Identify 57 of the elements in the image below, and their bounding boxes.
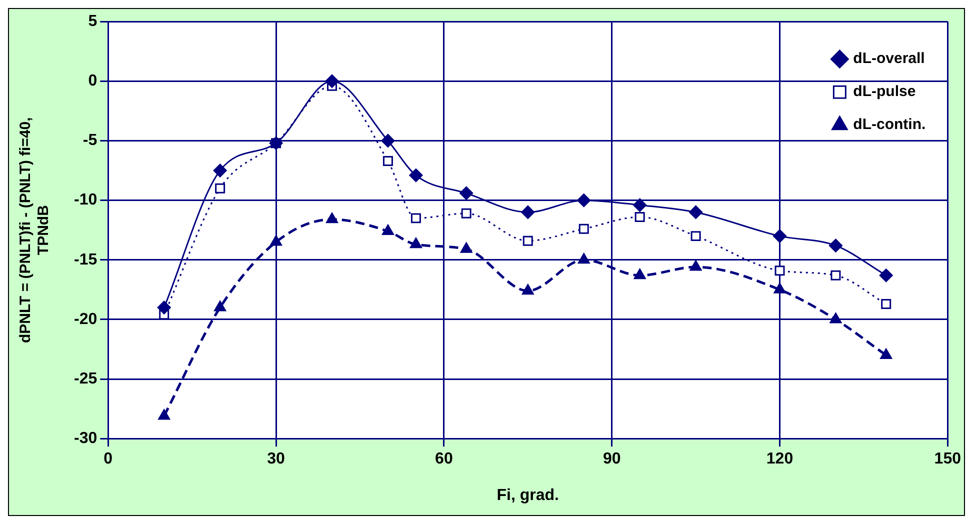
point bbox=[830, 312, 842, 324]
point bbox=[521, 205, 535, 219]
point bbox=[326, 212, 338, 224]
point bbox=[880, 348, 892, 359]
point bbox=[577, 194, 591, 208]
point bbox=[460, 186, 474, 200]
point bbox=[772, 229, 786, 243]
point bbox=[774, 282, 786, 294]
point bbox=[634, 212, 645, 222]
x-axis-title: Fi, grad. bbox=[496, 486, 560, 504]
y-tick-label: -20 bbox=[74, 310, 98, 328]
point bbox=[828, 238, 842, 252]
point bbox=[325, 74, 339, 88]
point bbox=[157, 300, 171, 314]
point bbox=[460, 242, 472, 253]
point bbox=[689, 205, 703, 219]
x-tick-label: 150 bbox=[934, 450, 962, 468]
point bbox=[410, 213, 421, 224]
x-tick-label: 0 bbox=[104, 450, 113, 468]
point bbox=[578, 253, 590, 264]
legend-label: dL-overall bbox=[853, 50, 925, 68]
y-tick-label: -10 bbox=[74, 192, 98, 209]
legend-label: dL-pulse bbox=[853, 83, 916, 100]
x-tick-label: 60 bbox=[435, 450, 453, 468]
point bbox=[522, 284, 534, 295]
point bbox=[881, 298, 892, 309]
point bbox=[774, 266, 785, 276]
x-tick-label: 30 bbox=[267, 450, 286, 468]
point bbox=[690, 231, 701, 242]
y-tick-label: 0 bbox=[88, 72, 98, 90]
legend-label: dL-contin. bbox=[853, 116, 926, 134]
y-tick-label: -5 bbox=[82, 132, 98, 150]
point bbox=[633, 198, 647, 212]
point bbox=[879, 268, 893, 282]
point bbox=[461, 208, 472, 218]
point bbox=[213, 164, 227, 178]
y-tick-label: 5 bbox=[88, 13, 98, 30]
point bbox=[690, 260, 702, 271]
point bbox=[381, 134, 395, 148]
x-tick-label: 90 bbox=[602, 450, 621, 468]
point bbox=[382, 224, 394, 236]
point bbox=[634, 268, 646, 280]
point bbox=[522, 236, 533, 246]
point bbox=[578, 224, 589, 234]
point bbox=[158, 409, 170, 420]
point bbox=[382, 156, 393, 166]
y-tick-label: -25 bbox=[74, 370, 98, 388]
x-tick-label: 120 bbox=[766, 450, 794, 468]
point bbox=[270, 235, 282, 246]
point bbox=[410, 238, 422, 248]
point bbox=[409, 168, 423, 182]
y-tick-label: -15 bbox=[74, 251, 98, 268]
point bbox=[214, 300, 226, 312]
point bbox=[215, 183, 226, 194]
point bbox=[830, 270, 841, 280]
y-tick-label: -30 bbox=[74, 430, 98, 448]
y-axis-title: dPNLT = (PNLT)fi - (PNLT) fi=40, TPNdB bbox=[17, 117, 52, 344]
